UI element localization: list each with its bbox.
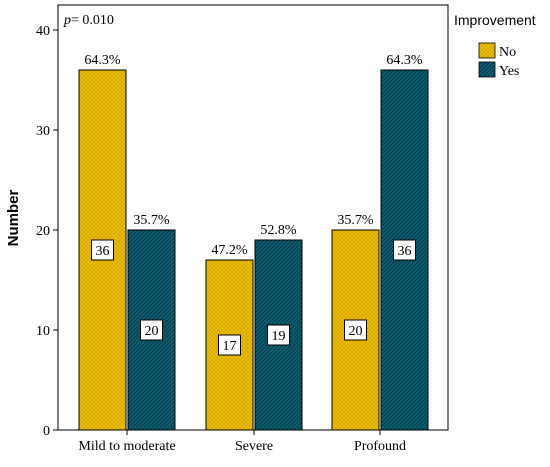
value-label-box: [218, 334, 241, 356]
value-label-box: [344, 319, 367, 341]
percent-label: 35.7%: [133, 213, 170, 228]
x-axis: Mild to moderate Severe Profound: [78, 430, 406, 454]
y-axis-label: Number: [5, 190, 22, 247]
x-tick-label: Mild to moderate: [78, 439, 175, 454]
percent-label: 64.3%: [386, 53, 423, 68]
x-tick-label: Severe: [235, 439, 273, 454]
x-tick-label: Profound: [354, 439, 406, 454]
y-tick-label: 0: [43, 424, 50, 439]
y-tick-label: 40: [36, 24, 50, 39]
bars-group: 64.3% 36 35.7% 20 47.2% 17 52.8% 19 35.7% 20 64.3%…: [78, 53, 429, 431]
y-axis: 0 10 20 30 40: [36, 24, 58, 439]
percent-label: 47.2%: [211, 243, 248, 258]
percent-label: 35.7%: [337, 213, 374, 228]
legend-label-no: No: [499, 45, 516, 60]
value-label-box: [393, 239, 416, 261]
p-value-annotation: p= 0.010: [63, 13, 114, 28]
legend-swatch-yes: [478, 61, 496, 78]
y-tick-label: 30: [36, 124, 50, 139]
p-symbol: p: [63, 13, 71, 28]
p-value: = 0.010: [71, 13, 114, 28]
percent-label: 64.3%: [84, 53, 121, 68]
y-tick-label: 20: [36, 224, 50, 239]
value-label: 20: [145, 324, 159, 339]
legend-title: Improvement: [454, 12, 536, 28]
value-label: 19: [272, 329, 286, 344]
percent-label: 52.8%: [260, 223, 297, 238]
legend-label-yes: Yes: [499, 64, 519, 79]
value-label-box: [140, 319, 163, 341]
value-label: 17: [223, 339, 237, 354]
value-label: 20: [349, 324, 363, 339]
legend: Improvement No Yes: [454, 12, 536, 79]
value-label: 36: [398, 244, 412, 259]
legend-swatch-no: [478, 42, 496, 59]
value-label-box: [91, 239, 114, 261]
y-tick-label: 10: [36, 324, 50, 339]
value-label-box: [267, 324, 290, 346]
value-label: 36: [96, 244, 110, 259]
